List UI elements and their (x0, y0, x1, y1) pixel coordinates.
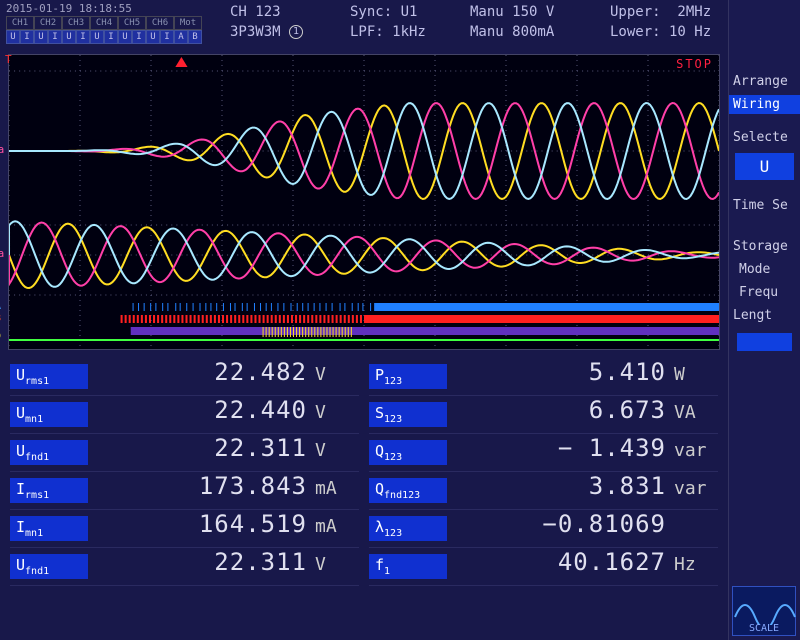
ui-box[interactable]: A (174, 30, 188, 44)
meas-unit: V (315, 402, 359, 423)
meas-unit: Hz (674, 554, 718, 575)
ui-box[interactable]: I (48, 30, 62, 44)
meas-value: 40.1627 (447, 548, 674, 576)
meas-tag: λ123 (369, 516, 447, 541)
ui-box[interactable]: U (118, 30, 132, 44)
dig-d-label: D (0, 331, 1, 342)
meas-row: Irms1173.843mA (10, 472, 359, 510)
hdr-lower: Lower: 10 Hz (610, 24, 750, 40)
meas-unit: var (674, 478, 718, 499)
scale-label: SCALE (733, 623, 795, 634)
meas-tag: Qfnd123 (369, 478, 447, 503)
header-grid: CH 123 Sync: U1 Manu 150 V Upper: 2MHz 3… (230, 4, 750, 40)
side-select-u-button[interactable]: U (735, 153, 794, 180)
meas-tag: Q123 (369, 440, 447, 465)
ch-box[interactable]: Mot (174, 16, 202, 30)
ui-box[interactable]: U (34, 30, 48, 44)
scale-indicator[interactable]: SCALE (732, 586, 796, 636)
meas-row: S1236.673VA (369, 396, 718, 434)
ui-box[interactable]: U (146, 30, 160, 44)
ch-box[interactable]: CH2 (34, 16, 62, 30)
meas-row: Imn1164.519mA (10, 510, 359, 548)
ch-box[interactable]: CH4 (90, 16, 118, 30)
meas-value: 164.519 (88, 510, 315, 538)
meas-row: f140.1627Hz (369, 548, 718, 586)
meas-value: 6.673 (447, 396, 674, 424)
meas-unit: mA (315, 516, 359, 537)
meas-row: Urms122.482V (10, 358, 359, 396)
meas-row: Qfnd1233.831var (369, 472, 718, 510)
meas-value: −0.81069 (447, 510, 674, 538)
meas-unit: V (315, 364, 359, 385)
meas-tag: S123 (369, 402, 447, 427)
side-arrange[interactable]: Arrange (729, 70, 800, 93)
meas-row: Umn122.440V (10, 396, 359, 434)
meas-value: 5.410 (447, 358, 674, 386)
meas-tag: Ufnd1 (10, 554, 88, 579)
ui-box[interactable]: U (90, 30, 104, 44)
side-wiring[interactable]: Wiring (729, 95, 800, 114)
meas-tag: Umn1 (10, 402, 88, 427)
top-bar: 2015-01-19 18:18:55 CH1CH2CH3CH4CH5CH6Mo… (0, 0, 728, 50)
ui-box[interactable]: I (160, 30, 174, 44)
ua-label: Ua (0, 143, 4, 156)
ia-label: Ia (0, 247, 4, 260)
meas-tag: Urms1 (10, 364, 88, 389)
ui-box[interactable]: I (76, 30, 90, 44)
meas-value: 22.440 (88, 396, 315, 424)
meas-value: 3.831 (447, 472, 674, 500)
ui-box[interactable]: I (104, 30, 118, 44)
meas-unit: V (315, 554, 359, 575)
side-select[interactable]: Selecte (729, 126, 800, 149)
measurements: Urms122.482VUmn122.440VUfnd122.311VIrms1… (0, 352, 728, 640)
ch-box[interactable]: CH1 (6, 16, 34, 30)
meas-row: Q123− 1.439var (369, 434, 718, 472)
meas-tag: P123 (369, 364, 447, 389)
side-time[interactable]: Time Se (729, 194, 800, 217)
meas-value: 22.482 (88, 358, 315, 386)
hdr-wiring: 3P3W3M 1 (230, 24, 350, 40)
meas-value: 173.843 (88, 472, 315, 500)
waveform-svg (9, 55, 719, 349)
hdr-sync: Sync: U1 (350, 4, 470, 20)
meas-tag: Ufnd1 (10, 440, 88, 465)
meas-unit: var (674, 440, 718, 461)
hdr-manu-v: Manu 150 V (470, 4, 610, 20)
side-length[interactable]: Lengt (729, 304, 800, 327)
dig-b-label: B (0, 313, 1, 324)
ui-box[interactable]: I (132, 30, 146, 44)
side-blank-button[interactable] (737, 333, 792, 351)
waveform-plot[interactable]: STOP T Ua Ia A B D (8, 54, 720, 350)
meas-unit: V (315, 440, 359, 461)
meas-unit: W (674, 364, 718, 385)
side-panel: Arrange Wiring Selecte U Time Se Storage… (728, 0, 800, 640)
ui-box[interactable]: B (188, 30, 202, 44)
ch-box[interactable]: CH6 (146, 16, 174, 30)
ch-box[interactable]: CH5 (118, 16, 146, 30)
meas-value: 22.311 (88, 548, 315, 576)
meas-unit: mA (315, 478, 359, 499)
side-mode[interactable]: Mode (729, 258, 800, 281)
ui-box[interactable]: U (62, 30, 76, 44)
hdr-ch: CH 123 (230, 4, 350, 20)
ui-box[interactable]: I (20, 30, 34, 44)
meas-row: λ123−0.81069 (369, 510, 718, 548)
meas-tag: Irms1 (10, 478, 88, 503)
dig-a-label: A (0, 301, 1, 312)
hdr-upper: Upper: 2MHz (610, 4, 750, 20)
meas-tag: Imn1 (10, 516, 88, 541)
hdr-lpf: LPF: 1kHz (350, 24, 470, 40)
meas-row: P1235.410W (369, 358, 718, 396)
meas-unit: VA (674, 402, 718, 423)
meas-tag: f1 (369, 554, 447, 579)
meas-row: Ufnd122.311V (10, 434, 359, 472)
hdr-manu-a: Manu 800mA (470, 24, 610, 40)
ui-box[interactable]: U (6, 30, 20, 44)
meas-value: − 1.439 (447, 434, 674, 462)
meas-value: 22.311 (88, 434, 315, 462)
ch-box[interactable]: CH3 (62, 16, 90, 30)
side-storage[interactable]: Storage (729, 235, 800, 258)
meas-row: Ufnd122.311V (10, 548, 359, 586)
side-freq[interactable]: Frequ (729, 281, 800, 304)
